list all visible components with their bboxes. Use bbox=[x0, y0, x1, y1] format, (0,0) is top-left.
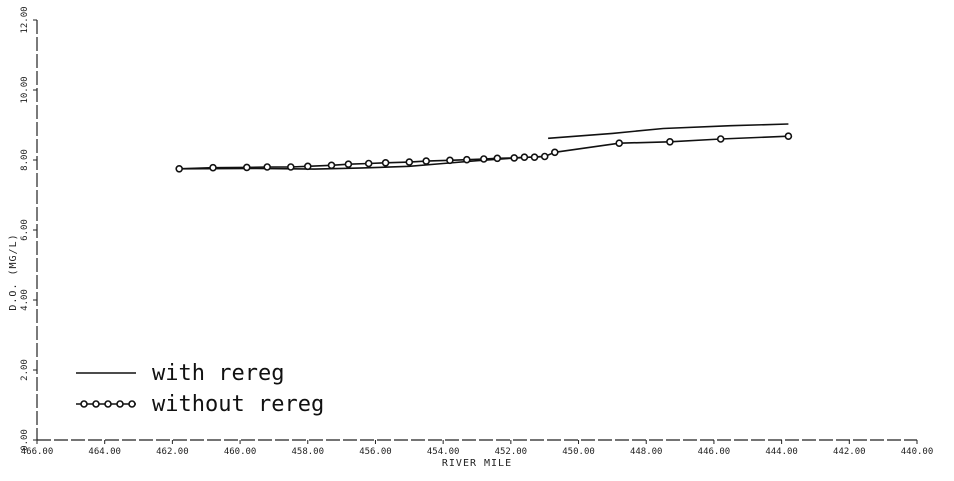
x-tick-label: 460.00 bbox=[224, 447, 257, 457]
y-tick-label: 8.00 bbox=[20, 149, 30, 171]
legend-marker-without-rereg bbox=[76, 400, 136, 408]
data-point bbox=[615, 139, 624, 147]
x-tick-label: 448.00 bbox=[630, 447, 663, 457]
legend-label-with-rereg: with rereg bbox=[152, 361, 284, 386]
data-point bbox=[209, 163, 217, 172]
x-tick-label: 450.00 bbox=[562, 447, 595, 457]
x-tick-label: 452.00 bbox=[495, 447, 528, 457]
y-tick-label: 4.00 bbox=[20, 289, 30, 311]
legend-marker-point bbox=[92, 400, 100, 408]
data-point bbox=[381, 159, 390, 167]
y-tick-label: 2.00 bbox=[20, 359, 30, 381]
data-point bbox=[364, 159, 373, 168]
data-point bbox=[175, 165, 183, 173]
x-axis-title: RIVER MILE bbox=[442, 458, 512, 469]
data-point bbox=[784, 132, 793, 140]
x-tick-label: 446.00 bbox=[698, 447, 731, 457]
data-point bbox=[520, 153, 529, 161]
legend-marker-point bbox=[104, 400, 112, 408]
x-tick-label: 454.00 bbox=[427, 447, 460, 457]
series-line bbox=[179, 135, 789, 170]
series-line bbox=[548, 123, 789, 140]
data-point bbox=[510, 154, 519, 162]
y-axis-title: D.O. (MG/L) bbox=[8, 233, 19, 310]
data-point bbox=[446, 156, 454, 165]
data-point bbox=[462, 155, 471, 164]
x-tick-label: 444.00 bbox=[765, 447, 798, 457]
data-point bbox=[263, 163, 272, 171]
y-tick-label: 6.00 bbox=[20, 219, 30, 241]
x-tick-label: 458.00 bbox=[292, 447, 325, 457]
data-point bbox=[479, 155, 488, 163]
data-point bbox=[422, 157, 431, 165]
x-tick-label: 464.00 bbox=[88, 447, 121, 457]
x-tick-label: 456.00 bbox=[359, 447, 392, 457]
series-without-rereg bbox=[175, 132, 793, 173]
x-tick-label: 440.00 bbox=[901, 447, 934, 457]
data-point bbox=[303, 162, 312, 171]
data-point bbox=[327, 161, 336, 170]
legend-marker-point bbox=[128, 400, 136, 408]
data-point bbox=[666, 138, 674, 146]
data-point bbox=[530, 153, 539, 161]
x-tick-label: 442.00 bbox=[833, 447, 866, 457]
data-point bbox=[405, 158, 414, 166]
legend-label-without-rereg: without rereg bbox=[152, 392, 324, 417]
data-point bbox=[344, 160, 353, 168]
legend: with rereg without rereg bbox=[76, 361, 324, 417]
data-point bbox=[286, 163, 295, 171]
series-layer bbox=[175, 123, 793, 173]
data-point bbox=[540, 152, 549, 161]
legend-marker-point bbox=[116, 400, 124, 408]
axes: 466.00 464.00 462.00 460.00 458.00 456.00 454.… bbox=[20, 6, 933, 457]
x-tick-label: 466.00 bbox=[21, 447, 54, 457]
data-point bbox=[243, 163, 251, 172]
y-tick-label: 0.00 bbox=[20, 429, 30, 451]
legend-marker-point bbox=[80, 400, 88, 408]
data-point bbox=[550, 148, 559, 157]
y-tick-label: 12.00 bbox=[20, 6, 30, 33]
y-tick-label: 10.00 bbox=[20, 76, 30, 103]
data-point bbox=[493, 154, 502, 163]
data-point bbox=[716, 135, 725, 143]
x-tick-label: 462.00 bbox=[156, 447, 189, 457]
